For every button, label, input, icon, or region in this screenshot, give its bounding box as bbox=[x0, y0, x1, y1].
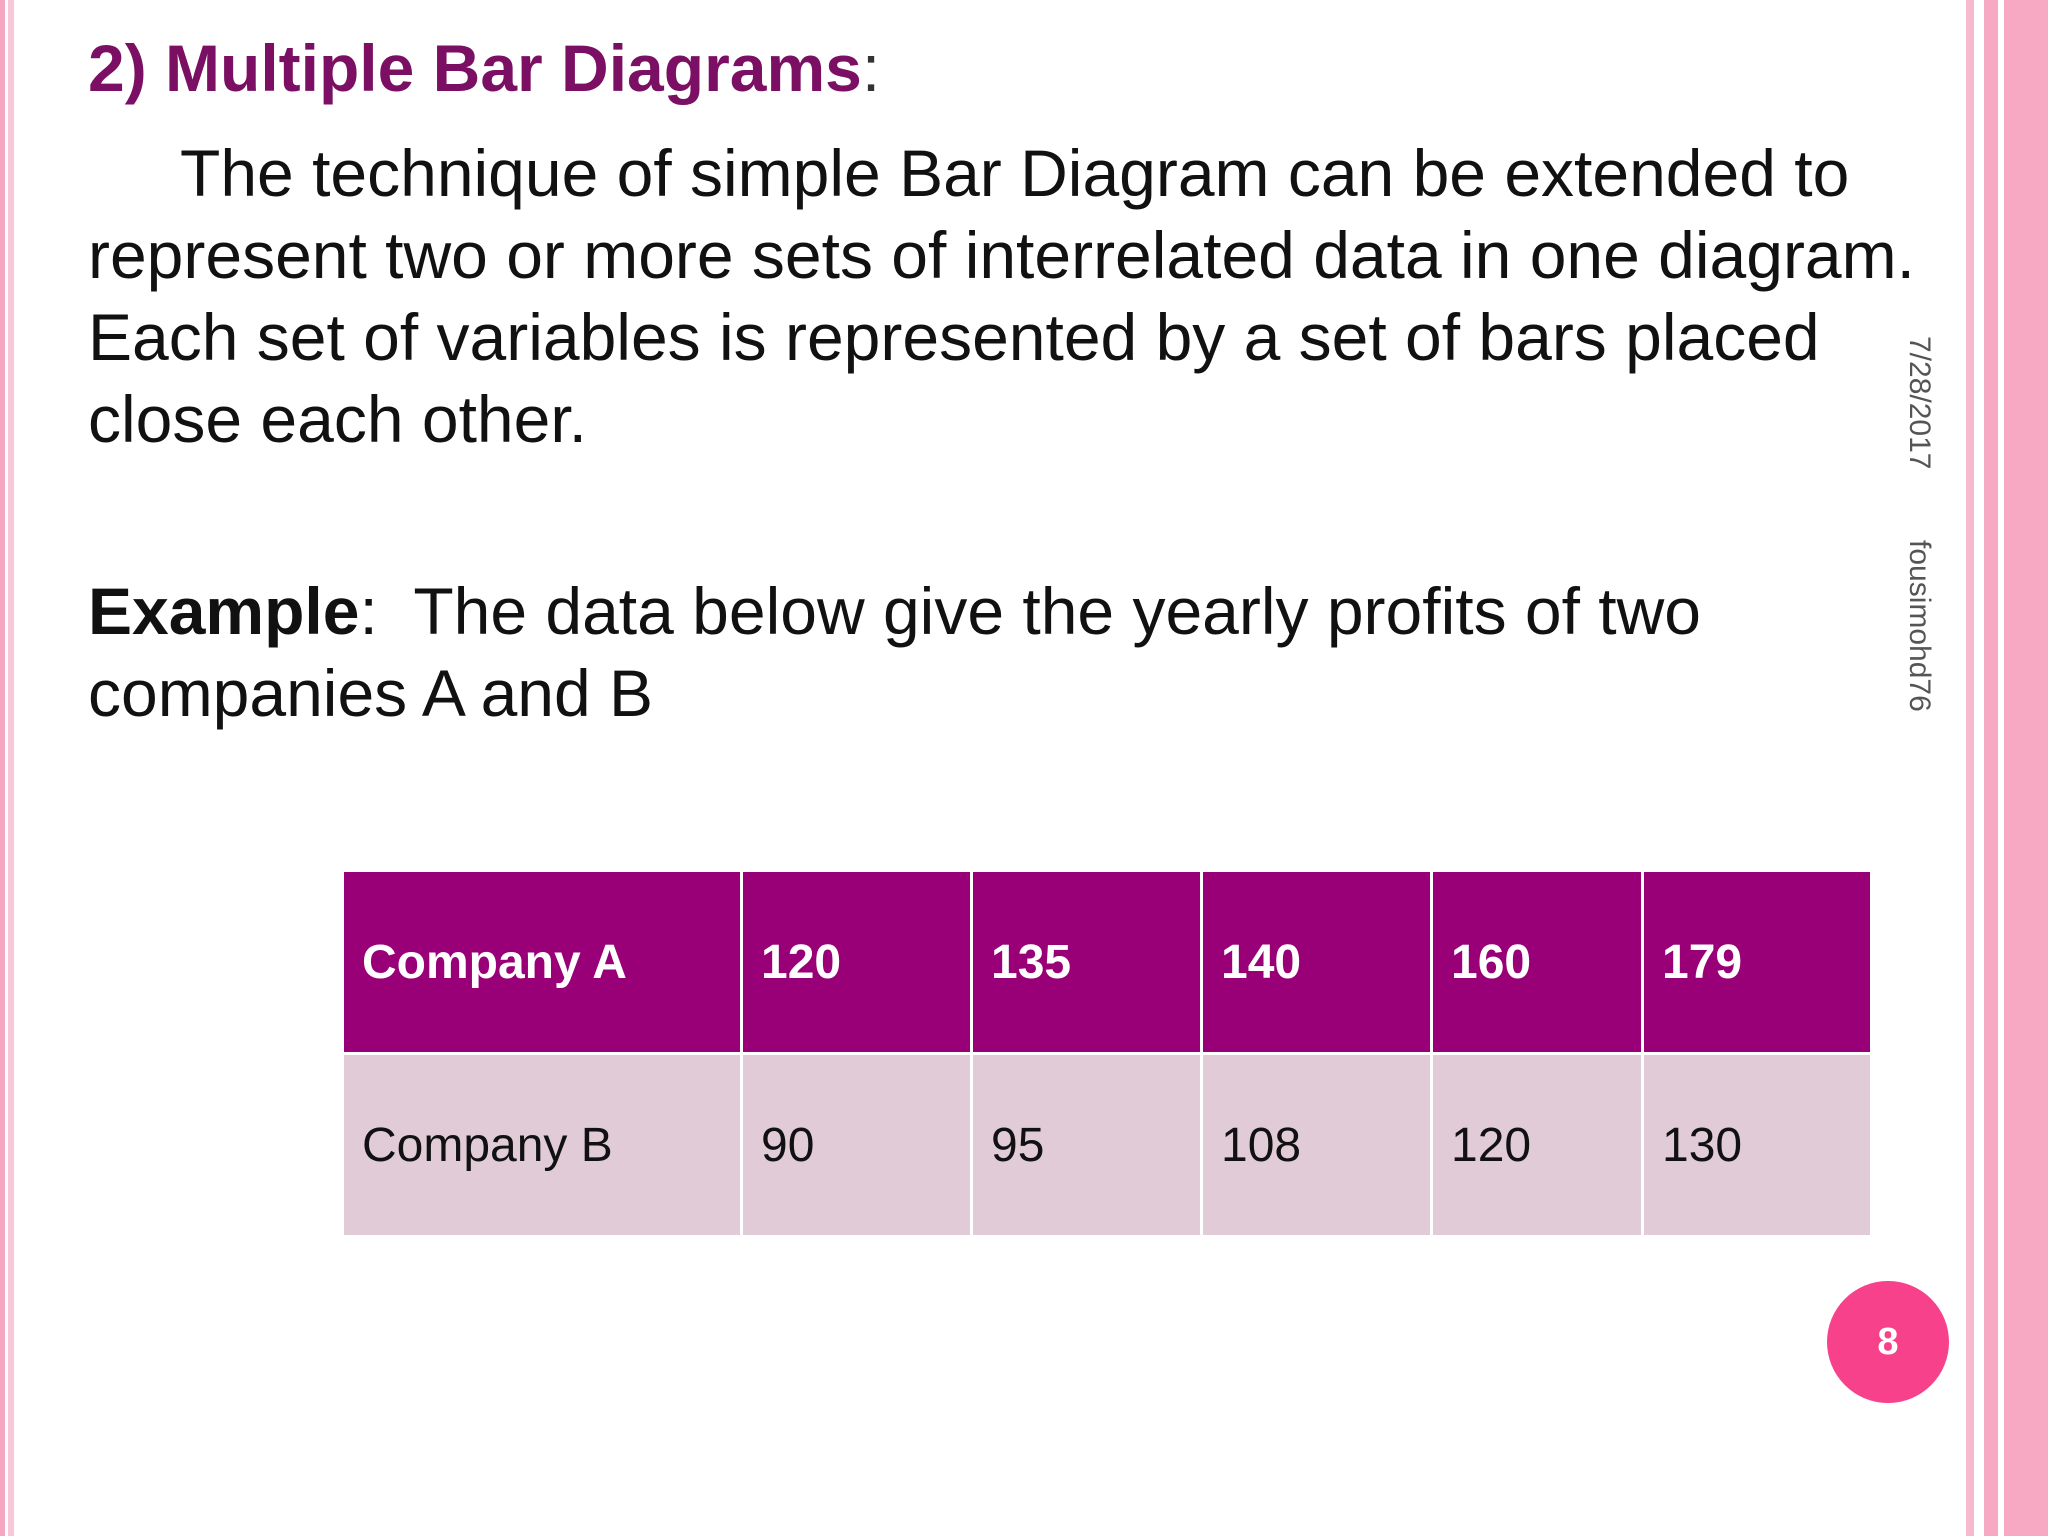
example-text: The data below give the yearly profits o… bbox=[88, 574, 1701, 730]
table-cell: 95 bbox=[973, 1055, 1200, 1235]
table-cell-company-a: Company A bbox=[344, 872, 740, 1052]
right-stripes-decoration bbox=[1964, 0, 2048, 1536]
table-cell: 120 bbox=[1433, 1055, 1641, 1235]
table-cell: 160 bbox=[1433, 872, 1641, 1052]
profits-table: Company A 120 135 140 160 179 Company B … bbox=[341, 869, 1873, 1238]
table-cell: 135 bbox=[973, 872, 1200, 1052]
left-border-decoration bbox=[0, 0, 14, 1536]
example-label: Example bbox=[88, 574, 360, 648]
side-date: 7/28/2017 bbox=[1903, 336, 1936, 470]
table-row: Company B 90 95 108 120 130 bbox=[344, 1055, 1870, 1235]
table-cell: 179 bbox=[1644, 872, 1870, 1052]
page-number-badge: 8 bbox=[1827, 1281, 1949, 1403]
body-paragraph: The technique of simple Bar Diagram can … bbox=[88, 132, 1918, 460]
table-cell-company-b: Company B bbox=[344, 1055, 740, 1235]
table-cell: 140 bbox=[1203, 872, 1430, 1052]
table-row: Company A 120 135 140 160 179 bbox=[344, 872, 1870, 1052]
slide-title-colon: : bbox=[861, 31, 881, 105]
side-author: fousimohd76 bbox=[1903, 540, 1936, 712]
table-cell: 90 bbox=[743, 1055, 970, 1235]
table-cell: 120 bbox=[743, 872, 970, 1052]
table-cell: 108 bbox=[1203, 1055, 1430, 1235]
table-cell: 130 bbox=[1644, 1055, 1870, 1235]
slide-title-text: 2) Multiple Bar Diagrams bbox=[88, 31, 862, 105]
example-colon: : bbox=[359, 574, 378, 648]
example-paragraph: Example: The data below give the yearly … bbox=[88, 570, 1908, 734]
slide-title: 2) Multiple Bar Diagrams: bbox=[88, 30, 880, 106]
body-paragraph-text: The technique of simple Bar Diagram can … bbox=[88, 136, 1915, 456]
